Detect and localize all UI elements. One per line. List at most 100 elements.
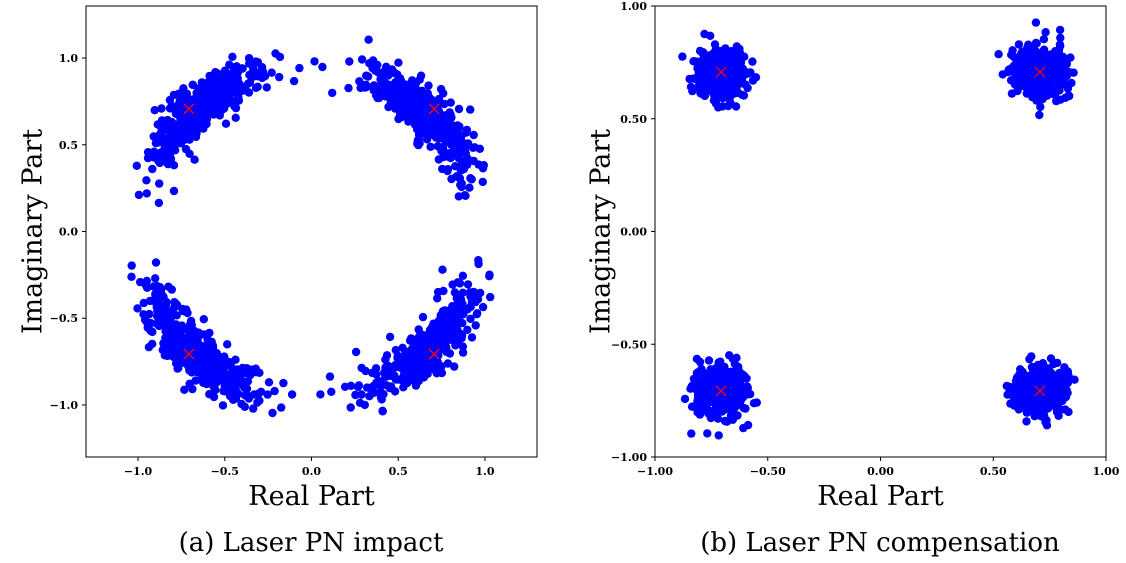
scatter-point <box>387 65 397 74</box>
scatter-point <box>1070 375 1079 384</box>
scatter-point <box>260 72 270 81</box>
scatter-point <box>192 129 201 138</box>
scatter-point <box>148 164 157 174</box>
scatter-point <box>191 351 200 361</box>
scatter-point <box>279 378 288 388</box>
scatter-point <box>141 281 151 290</box>
scatter-point <box>202 379 211 389</box>
scatter-point <box>1059 77 1069 87</box>
scatter-point <box>419 90 429 99</box>
scatter-point <box>368 383 377 392</box>
scatter-point <box>423 330 432 340</box>
scatter-point <box>400 103 409 112</box>
scatter-point <box>1027 371 1036 380</box>
scatter-point <box>1056 95 1065 104</box>
scatter-point <box>154 287 163 297</box>
scatter-point <box>438 265 447 274</box>
scatter-point <box>1060 363 1069 372</box>
scatter-point <box>1052 376 1062 386</box>
scatter-point <box>447 174 456 184</box>
scatter-point <box>457 331 467 340</box>
scatter-point <box>139 298 148 308</box>
scatter-point <box>439 89 448 98</box>
scatter-point <box>134 190 144 200</box>
scatter-point <box>1034 86 1043 95</box>
scatter-point <box>475 144 485 153</box>
scatter-point <box>163 160 173 169</box>
scatter-point <box>237 377 246 386</box>
panel-b: −1.00 −0.50 0.00 0.50 1.00 −1.00 −0.50 0.00 0.5… <box>585 0 1119 558</box>
scatter-point <box>466 292 475 301</box>
scatter-point <box>733 411 742 420</box>
scatter-point <box>205 328 214 338</box>
scatter-point <box>373 93 382 103</box>
scatter-point <box>310 57 319 66</box>
scatter-point <box>700 83 710 92</box>
scatter-point <box>476 288 485 298</box>
scatter-point <box>148 339 157 349</box>
panel-a-reference-markers <box>183 103 440 360</box>
scatter-point <box>1037 412 1046 421</box>
scatter-point <box>448 139 457 148</box>
scatter-point <box>713 414 723 423</box>
scatter-point <box>739 423 748 433</box>
reference-marker <box>183 348 195 360</box>
scatter-point <box>478 302 488 312</box>
y-tick-label: −1.0 <box>50 399 79 412</box>
scatter-point <box>203 345 212 354</box>
scatter-point <box>166 339 176 348</box>
scatter-point <box>438 320 447 330</box>
scatter-point <box>711 379 721 389</box>
cluster-0 <box>132 49 319 208</box>
scatter-point <box>318 62 327 72</box>
scatter-point <box>215 353 224 362</box>
scatter-point <box>188 384 197 394</box>
scatter-point <box>1042 382 1051 391</box>
scatter-point <box>340 382 350 391</box>
scatter-point <box>398 96 408 106</box>
scatter-point <box>209 110 218 119</box>
scatter-point <box>461 191 470 200</box>
scatter-point <box>687 429 696 438</box>
scatter-point <box>379 390 388 399</box>
scatter-point <box>181 144 191 154</box>
scatter-point <box>187 320 196 330</box>
scatter-point <box>190 155 199 164</box>
scatter-point <box>386 97 395 106</box>
scatter-point <box>739 403 748 413</box>
scatter-point <box>741 80 750 89</box>
scatter-point <box>1021 63 1030 72</box>
scatter-point <box>437 362 446 371</box>
scatter-point <box>214 376 223 385</box>
scatter-point <box>1055 368 1064 378</box>
scatter-point <box>436 311 445 320</box>
scatter-point <box>447 334 456 343</box>
scatter-point <box>142 176 151 185</box>
scatter-point <box>457 179 466 188</box>
scatter-point <box>714 91 724 100</box>
scatter-point <box>396 85 405 95</box>
scatter-point <box>678 52 687 61</box>
scatter-point <box>197 78 207 87</box>
scatter-point <box>169 144 178 153</box>
scatter-point <box>1011 74 1020 84</box>
scatter-point <box>1029 59 1039 68</box>
scatter-point <box>382 381 391 390</box>
scatter-point <box>443 359 453 368</box>
scatter-point <box>275 72 284 82</box>
scatter-point <box>748 76 758 85</box>
scatter-point <box>411 102 420 111</box>
scatter-point <box>270 386 279 396</box>
scatter-point <box>451 301 461 310</box>
scatter-point <box>1036 102 1045 112</box>
scatter-point <box>732 42 741 51</box>
scatter-point <box>184 355 194 364</box>
reference-marker <box>1034 66 1046 78</box>
scatter-point <box>466 105 475 114</box>
scatter-point <box>454 123 463 133</box>
scatter-point <box>414 335 423 344</box>
scatter-point <box>149 153 158 162</box>
scatter-point <box>465 183 474 192</box>
reference-marker <box>183 103 195 115</box>
scatter-point <box>420 129 429 138</box>
